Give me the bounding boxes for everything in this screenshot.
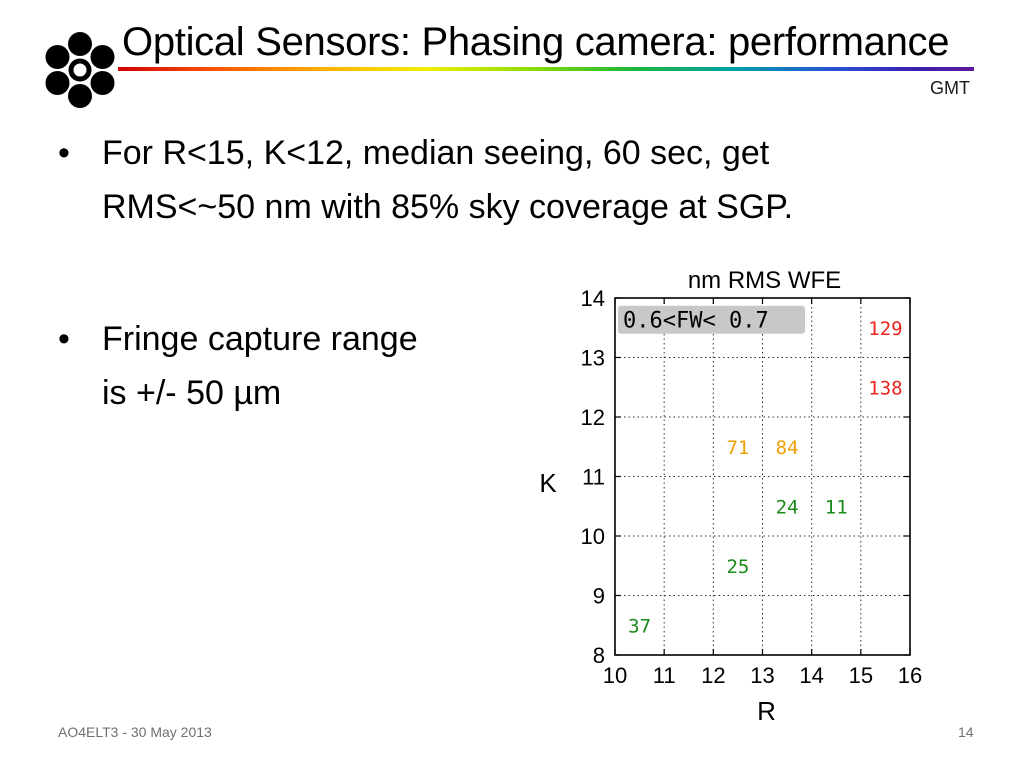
x-tick-label: 12 [701,663,725,688]
y-tick-label: 12 [581,405,605,430]
bullet-text: For R<15, K<12, median seeing, 60 sec, g… [102,134,794,226]
logo-segment [68,32,92,56]
data-value-label: 11 [825,496,848,518]
brand-label: GMT [930,78,970,98]
y-tick-label: 14 [581,286,605,311]
bullet-item-capture-range: • Fringe capture range is +/- 50 µm [58,312,518,422]
footer-conference: AO4ELT3 - 30 May 2013 [58,724,212,740]
data-value-label: 71 [726,437,749,459]
annotation-box [618,305,805,334]
data-value-label: 129 [868,318,902,340]
x-tick-label: 16 [898,663,922,688]
gmt-logo-icon [45,32,115,108]
logo-segment [68,84,92,108]
slide-title: Optical Sensors: Phasing camera: perform… [122,20,950,64]
x-tick-label: 10 [603,663,627,688]
y-tick-label: 13 [581,346,605,371]
data-value-label: 138 [868,377,902,399]
bullet-dot: • [58,320,70,358]
y-tick-label: 11 [582,465,605,490]
x-axis-label: R [757,696,776,726]
y-tick-label: 10 [581,524,605,549]
logo-center-ring [68,58,92,82]
logo-segment [90,45,115,69]
data-value-label: 37 [628,615,651,637]
rainbow-divider [118,67,974,71]
y-tick-label: 8 [593,643,605,668]
data-value-label: 25 [726,556,749,578]
x-tick-label: 11 [653,663,676,688]
logo-segment [45,71,70,95]
bullet-dot: • [58,134,70,172]
data-value-label: 24 [776,496,799,518]
chart-title: nm RMS WFE [688,267,841,294]
x-tick-label: 15 [849,663,873,688]
logo-segment [90,71,115,95]
y-axis-label: K [539,468,557,498]
bullet-item-coverage: • For R<15, K<12, median seeing, 60 sec,… [58,126,958,236]
annotation-label: 0.6<FW< 0.7 [623,309,769,334]
x-tick-label: 14 [799,663,823,688]
y-tick-label: 9 [593,584,605,609]
bullet-text: Fringe capture range is +/- 50 µm [102,320,418,412]
logo-segment [45,45,70,69]
x-tick-label: 13 [750,663,774,688]
data-value-label: 84 [776,437,799,459]
page-number: 14 [958,724,974,740]
plot-area [615,298,910,655]
